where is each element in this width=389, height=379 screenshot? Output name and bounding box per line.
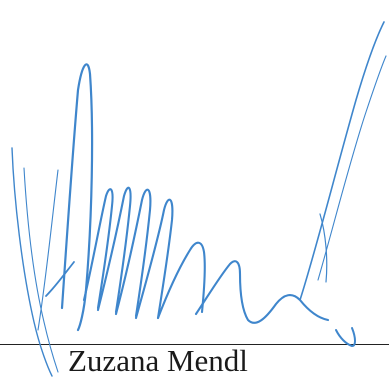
signer-name: Zuzana Mendl: [68, 343, 248, 378]
signature-line: [0, 344, 389, 345]
